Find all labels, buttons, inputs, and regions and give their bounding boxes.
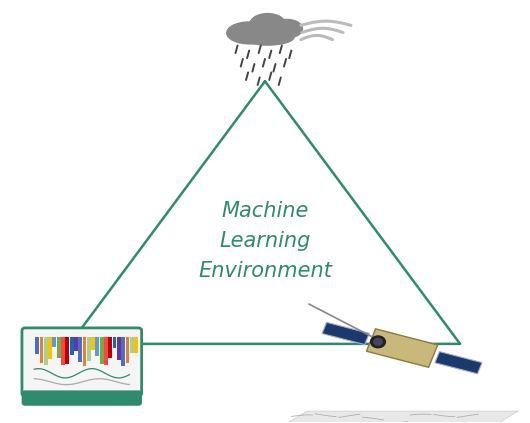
Bar <box>36 337 39 354</box>
Bar <box>126 337 129 363</box>
Bar <box>83 337 86 366</box>
Bar <box>44 337 48 365</box>
Ellipse shape <box>250 14 286 36</box>
Bar <box>69 337 74 355</box>
Bar <box>87 337 91 361</box>
Ellipse shape <box>272 19 303 38</box>
FancyBboxPatch shape <box>23 392 140 404</box>
Bar <box>78 337 82 362</box>
Ellipse shape <box>227 22 271 44</box>
Bar <box>108 337 112 357</box>
Bar <box>57 337 60 358</box>
Bar <box>48 337 52 359</box>
Bar <box>134 337 138 353</box>
Bar <box>104 337 108 365</box>
Bar <box>95 337 99 356</box>
FancyBboxPatch shape <box>22 328 142 396</box>
Ellipse shape <box>370 336 385 348</box>
Bar <box>40 337 43 363</box>
Bar <box>130 337 134 353</box>
Bar <box>61 337 65 365</box>
Polygon shape <box>435 352 482 374</box>
Bar <box>121 337 125 365</box>
Bar <box>65 337 69 364</box>
Bar <box>100 337 103 364</box>
Bar <box>52 337 56 347</box>
Ellipse shape <box>374 338 382 345</box>
Polygon shape <box>286 411 518 423</box>
Polygon shape <box>366 329 438 367</box>
Text: Machine
Learning
Environment: Machine Learning Environment <box>198 201 332 280</box>
Bar <box>117 337 121 360</box>
Ellipse shape <box>241 29 294 45</box>
Bar <box>112 337 117 348</box>
Polygon shape <box>322 322 369 345</box>
Bar <box>91 337 95 350</box>
Bar <box>74 337 78 351</box>
